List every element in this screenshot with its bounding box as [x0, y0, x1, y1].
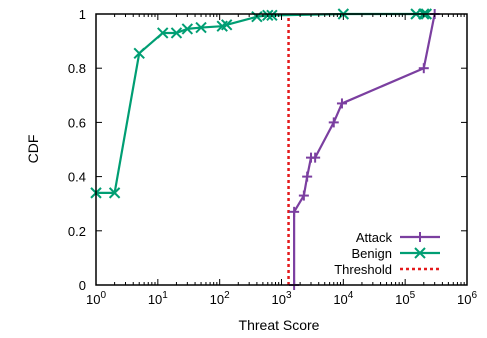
data-point-attack [328, 117, 339, 128]
y-tick-label: 0.2 [68, 224, 86, 239]
x-tick-label: 103 [271, 290, 291, 307]
y-tick-label: 1 [79, 7, 86, 22]
legend-marker-benign [414, 247, 426, 259]
x-tick-label: 102 [210, 290, 230, 307]
data-point-benign [157, 27, 169, 39]
data-point-attack [298, 190, 309, 201]
y-tick-label: 0.6 [68, 115, 86, 130]
data-point-benign [170, 27, 183, 39]
legend-label-benign: Benign [352, 246, 392, 261]
plot-frame [95, 13, 468, 286]
data-point-benign [108, 187, 121, 199]
data-point-attack [310, 152, 321, 163]
data-point-benign [221, 19, 233, 31]
data-point-attack [302, 171, 313, 182]
x-axis-title: Threat Score [239, 317, 320, 333]
legend-label-attack: Attack [356, 230, 393, 245]
data-point-benign [133, 47, 145, 60]
data-point-attack [336, 98, 347, 109]
data-point-benign [181, 23, 194, 35]
data-point-attack [418, 63, 429, 74]
y-tick-label: 0 [79, 278, 86, 293]
legend-label-threshold: Threshold [334, 262, 392, 277]
y-tick-label: 0.4 [68, 170, 86, 185]
series-line-benign [96, 12, 427, 194]
x-tick-label: 105 [395, 290, 415, 307]
x-tick-label: 101 [148, 290, 168, 307]
y-axis-title: CDF [25, 135, 41, 164]
data-point-benign [195, 21, 207, 34]
y-tick-label: 0.8 [68, 61, 86, 76]
legend: Attack Benign Threshold [334, 230, 440, 277]
data-point-attack [289, 206, 300, 217]
x-tick-label: 106 [457, 290, 477, 307]
legend-marker-attack [415, 232, 425, 242]
x-tick-label: 104 [333, 290, 353, 307]
x-tick-label: 100 [86, 290, 106, 307]
